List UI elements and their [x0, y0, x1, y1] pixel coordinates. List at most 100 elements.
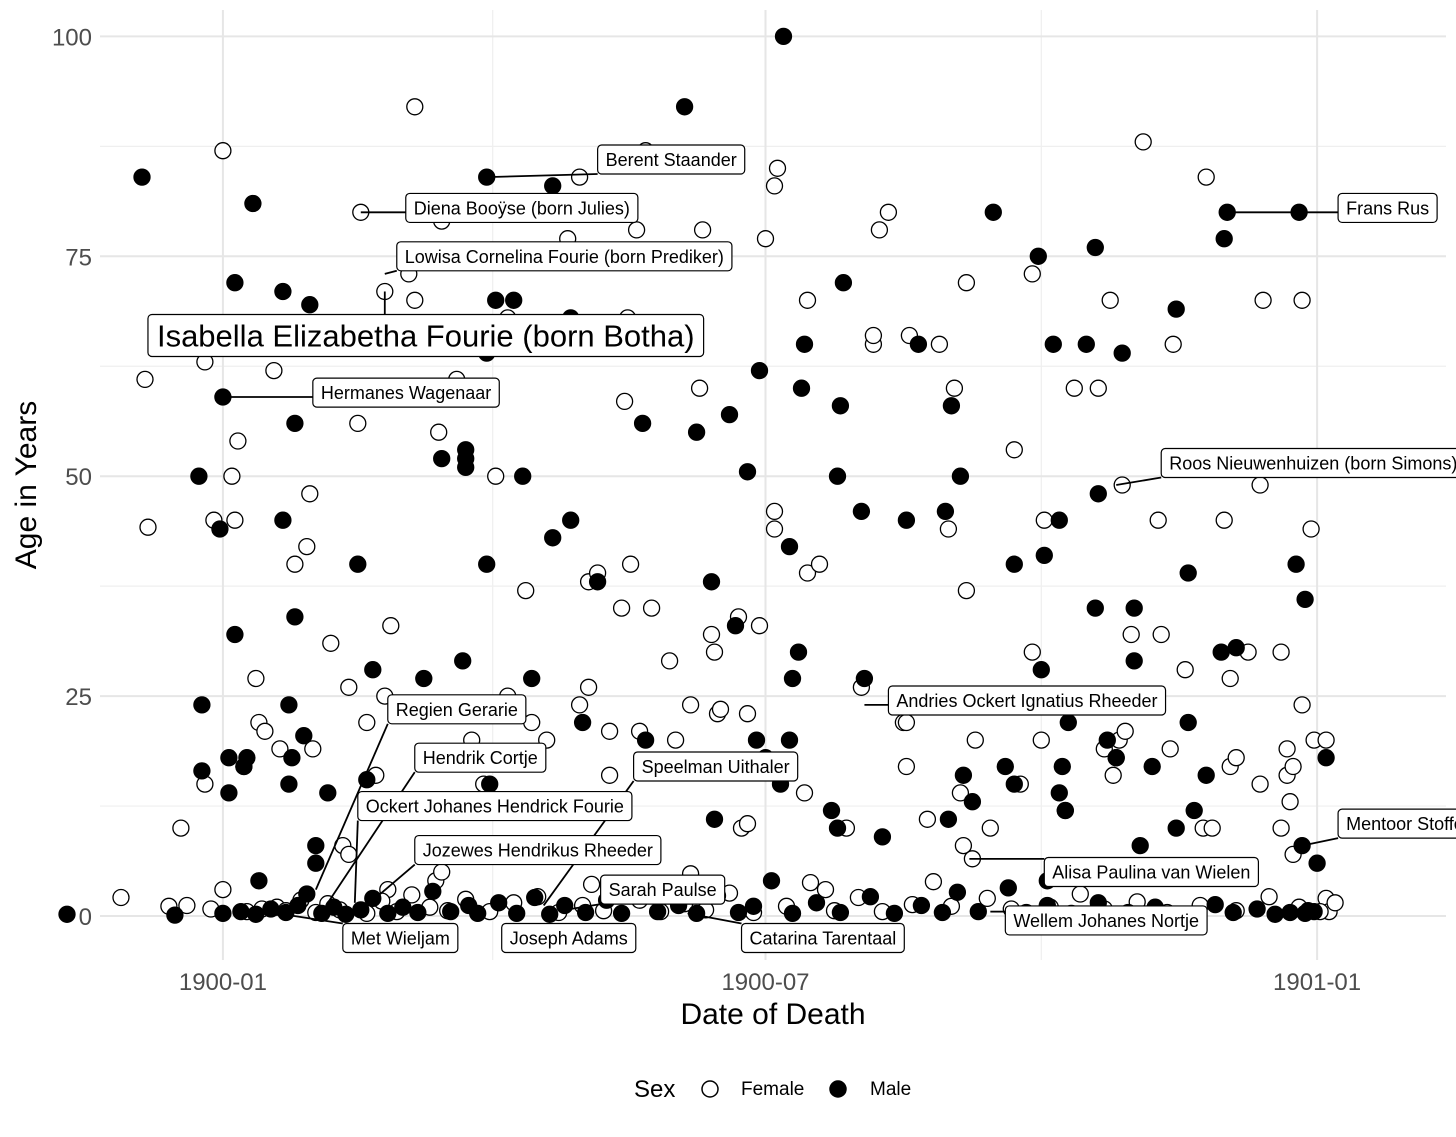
male-point: [912, 896, 931, 915]
female-point: [897, 713, 916, 732]
y-tick-label: 0: [79, 904, 92, 931]
male-point: [1143, 757, 1161, 776]
male-point: [738, 463, 757, 481]
annotation-label: Hendrik Cortje: [423, 748, 538, 768]
female-point: [1197, 168, 1215, 186]
female-point: [864, 326, 883, 345]
male-point: [1005, 555, 1023, 573]
y-tick-label: 50: [65, 464, 92, 491]
female-point: [229, 432, 247, 450]
annotation-box: [405, 192, 639, 224]
male-point: [478, 555, 496, 573]
annotation-label: Lowisa Cornelina Fourie (born Prediker): [405, 247, 724, 267]
male-point: [505, 291, 523, 309]
male-point: [726, 617, 745, 635]
annotation: Catarina Tarentaal: [687, 912, 905, 954]
male-point: [1317, 749, 1335, 767]
female-point: [738, 705, 757, 723]
male-point: [283, 749, 301, 767]
male-point: [576, 903, 595, 922]
male-point: [1086, 238, 1104, 257]
male-point: [1248, 900, 1266, 918]
male-point: [573, 713, 592, 732]
female-point: [765, 502, 784, 521]
female-point: [1227, 749, 1245, 767]
annotation-box: [1043, 856, 1260, 888]
female-point: [957, 581, 976, 600]
annotation: Isabella Elizabetha Fourie (born Botha): [147, 291, 705, 358]
male-point: [262, 900, 280, 918]
female-point: [945, 379, 964, 397]
male-point: [852, 502, 871, 521]
female-point: [765, 520, 784, 538]
female-point: [340, 845, 358, 864]
female-point: [666, 731, 685, 749]
female-point: [810, 555, 829, 573]
x-tick-label: 1900-07: [721, 969, 809, 996]
annotation-label: Wellem Johanes Nortje: [1013, 911, 1199, 931]
male-point: [855, 669, 874, 688]
male-point: [831, 397, 850, 415]
male-point: [442, 902, 460, 921]
female-point: [765, 177, 784, 195]
male-point: [379, 904, 397, 923]
male-point: [1044, 335, 1062, 353]
female-point: [214, 142, 232, 160]
male-point: [58, 905, 76, 923]
female-point: [136, 370, 154, 389]
female-point: [693, 221, 712, 239]
male-point: [508, 904, 526, 923]
legend-female-key: [701, 1080, 719, 1098]
male-point: [834, 274, 853, 292]
legend-male-key: [829, 1080, 847, 1098]
annotation-label: Isabella Elizabetha Fourie (born Botha): [157, 318, 695, 353]
annotation-label: Joseph Adams: [510, 929, 628, 949]
female-point: [1293, 291, 1311, 309]
annotation: Met Wieljam: [282, 913, 459, 954]
annotation: Ockert Johanes Hendrick Fourie: [353, 790, 633, 903]
male-point: [780, 731, 799, 749]
annotation-label: Hermanes Wagenaar: [321, 383, 491, 403]
male-point: [220, 784, 238, 802]
annotation-layer: Berent Staander Diena Booÿse (born Julies…: [147, 144, 1456, 954]
female-point: [1089, 379, 1107, 397]
annotation-leader-line: [353, 820, 359, 903]
female-point: [702, 625, 721, 644]
male-point: [969, 902, 987, 921]
female-point: [178, 896, 196, 915]
male-point: [1050, 511, 1068, 529]
male-point: [648, 902, 667, 921]
female-point: [879, 203, 898, 221]
female-point: [1281, 793, 1299, 811]
female-point: [756, 230, 775, 248]
male-point: [526, 888, 544, 907]
male-point: [996, 757, 1014, 776]
male-point: [166, 906, 184, 924]
male-point: [1050, 784, 1068, 802]
male-point: [214, 904, 232, 923]
male-point: [633, 414, 652, 433]
male-point: [936, 502, 955, 521]
male-point: [1032, 661, 1050, 679]
male-point: [193, 762, 211, 780]
female-point: [954, 836, 973, 855]
male-point: [301, 296, 319, 314]
annotation: Roos Nieuwenhuizen (born Simons): [1116, 447, 1456, 486]
male-point: [588, 573, 607, 591]
male-point: [544, 529, 562, 547]
male-point: [1035, 546, 1053, 565]
male-point: [409, 903, 427, 922]
male-point: [295, 727, 313, 745]
male-point: [286, 414, 304, 433]
male-point: [1212, 643, 1230, 661]
annotation-label: Alisa Paulina van Wielen: [1052, 863, 1250, 883]
male-point: [1056, 801, 1074, 820]
female-point: [930, 335, 949, 353]
male-point: [238, 749, 256, 767]
annotation-box: [1337, 808, 1456, 839]
female-point: [1149, 511, 1167, 529]
male-point: [1287, 555, 1305, 573]
female-point: [214, 880, 232, 899]
male-point: [1053, 757, 1071, 776]
female-point: [1278, 740, 1296, 758]
